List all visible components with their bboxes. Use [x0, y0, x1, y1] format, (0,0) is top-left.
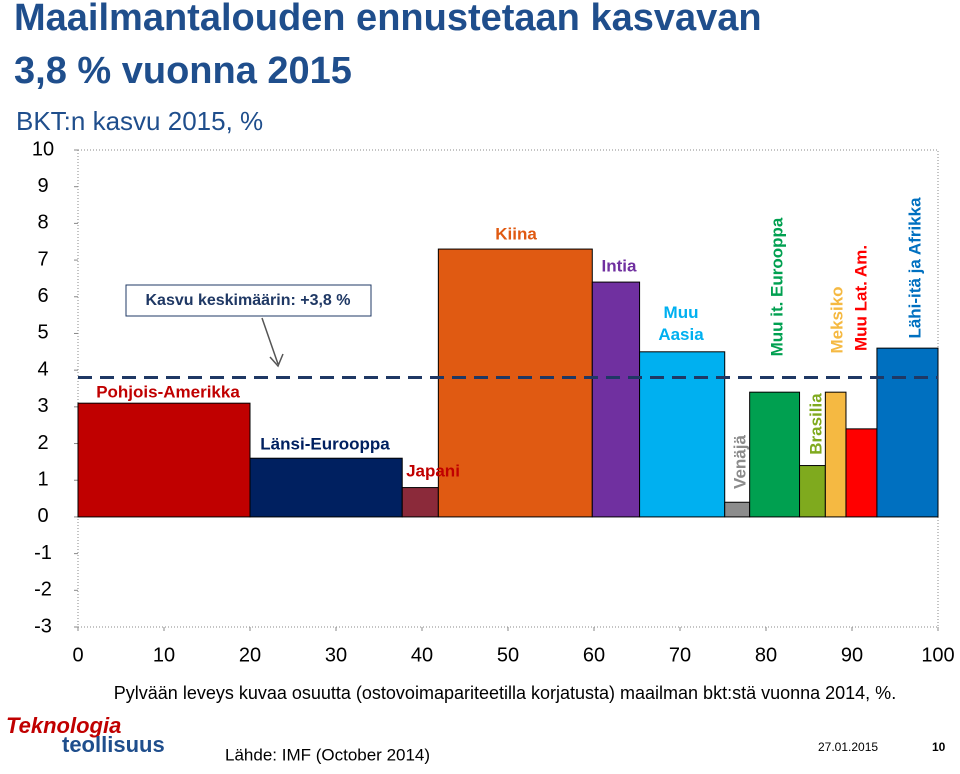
y-tick-label: 6	[37, 285, 48, 307]
x-tick-label: 100	[921, 644, 954, 666]
annotation-arrow	[261, 317, 284, 368]
bar	[591, 281, 641, 518]
bar-label: Muu it. Eurooppa	[767, 217, 786, 356]
bar-label: Muu Aasia	[658, 303, 704, 344]
x-tick-label: 90	[841, 644, 863, 666]
bar-label: Meksiko	[827, 286, 846, 353]
x-tick-label: 80	[755, 644, 777, 666]
bar	[749, 391, 801, 518]
x-tick-label: 30	[325, 644, 347, 666]
chart-title: Maailmantalouden ennustetaan kasvavan 3,8…	[14, 0, 762, 92]
y-tick-label: -2	[34, 579, 52, 601]
y-tick-label: 5	[37, 322, 48, 344]
y-tick-label: 7	[37, 248, 48, 270]
bar-label-line: Muu	[664, 303, 699, 322]
y-tick-label: 2	[37, 432, 48, 454]
bar	[249, 457, 403, 518]
x-tick-label: 60	[583, 644, 605, 666]
x-tick-label: 10	[153, 644, 175, 666]
x-tick-label: 40	[411, 644, 433, 666]
bar-label: Pohjois-Amerikka	[96, 382, 240, 401]
bar	[824, 391, 847, 518]
bar	[799, 465, 826, 518]
x-tick-label: 70	[669, 644, 691, 666]
annotation-box	[125, 284, 372, 317]
bar-label: Länsi-Eurooppa	[260, 434, 390, 453]
y-tick-label: 4	[37, 358, 48, 380]
y-tick-label: 3	[37, 395, 48, 417]
bar	[639, 351, 726, 518]
y-tick-label: -1	[34, 542, 52, 564]
bar	[77, 402, 251, 518]
x-tick-label: 0	[72, 644, 83, 666]
y-tick-label: 1	[37, 469, 48, 491]
bar	[876, 347, 939, 518]
page-number: 10	[932, 740, 946, 754]
bar	[845, 428, 878, 518]
x-tick-label: 20	[239, 644, 261, 666]
logo: teollisuus	[62, 732, 165, 757]
date: 27.01.2015	[818, 740, 878, 754]
x-tick-label: 50	[497, 644, 519, 666]
bar	[724, 501, 751, 518]
bar-label: Muu Lat. Am.	[851, 245, 870, 351]
bar	[437, 248, 593, 518]
y-tick-label: 9	[37, 175, 48, 197]
bar	[401, 487, 439, 518]
bar-label: Lähi-itä ja Afrikka	[905, 197, 924, 339]
bar-label: Japani	[406, 461, 460, 480]
bar-label: Venäjä	[730, 435, 749, 489]
x-axis-label: Pylvään leveys kuvaa osuutta (ostovoimap…	[114, 683, 896, 703]
bar-label: Kiina	[495, 224, 537, 243]
annotation: Kasvu keskimäärin: +3,8 %	[145, 292, 350, 309]
logo: Teknologia	[6, 713, 121, 738]
source: Lähde: IMF (October 2014)	[225, 745, 430, 764]
y-tick-label: 10	[32, 138, 54, 160]
chart-subtitle: BKT:n kasvu 2015, %	[16, 106, 263, 136]
y-tick-label: 8	[37, 212, 48, 234]
y-tick-label: -3	[34, 615, 52, 637]
bar-label-line: Aasia	[658, 325, 704, 344]
bar-label: Brasilia	[806, 393, 825, 455]
bar-label: Intia	[602, 256, 637, 275]
y-tick-label: 0	[37, 505, 48, 527]
